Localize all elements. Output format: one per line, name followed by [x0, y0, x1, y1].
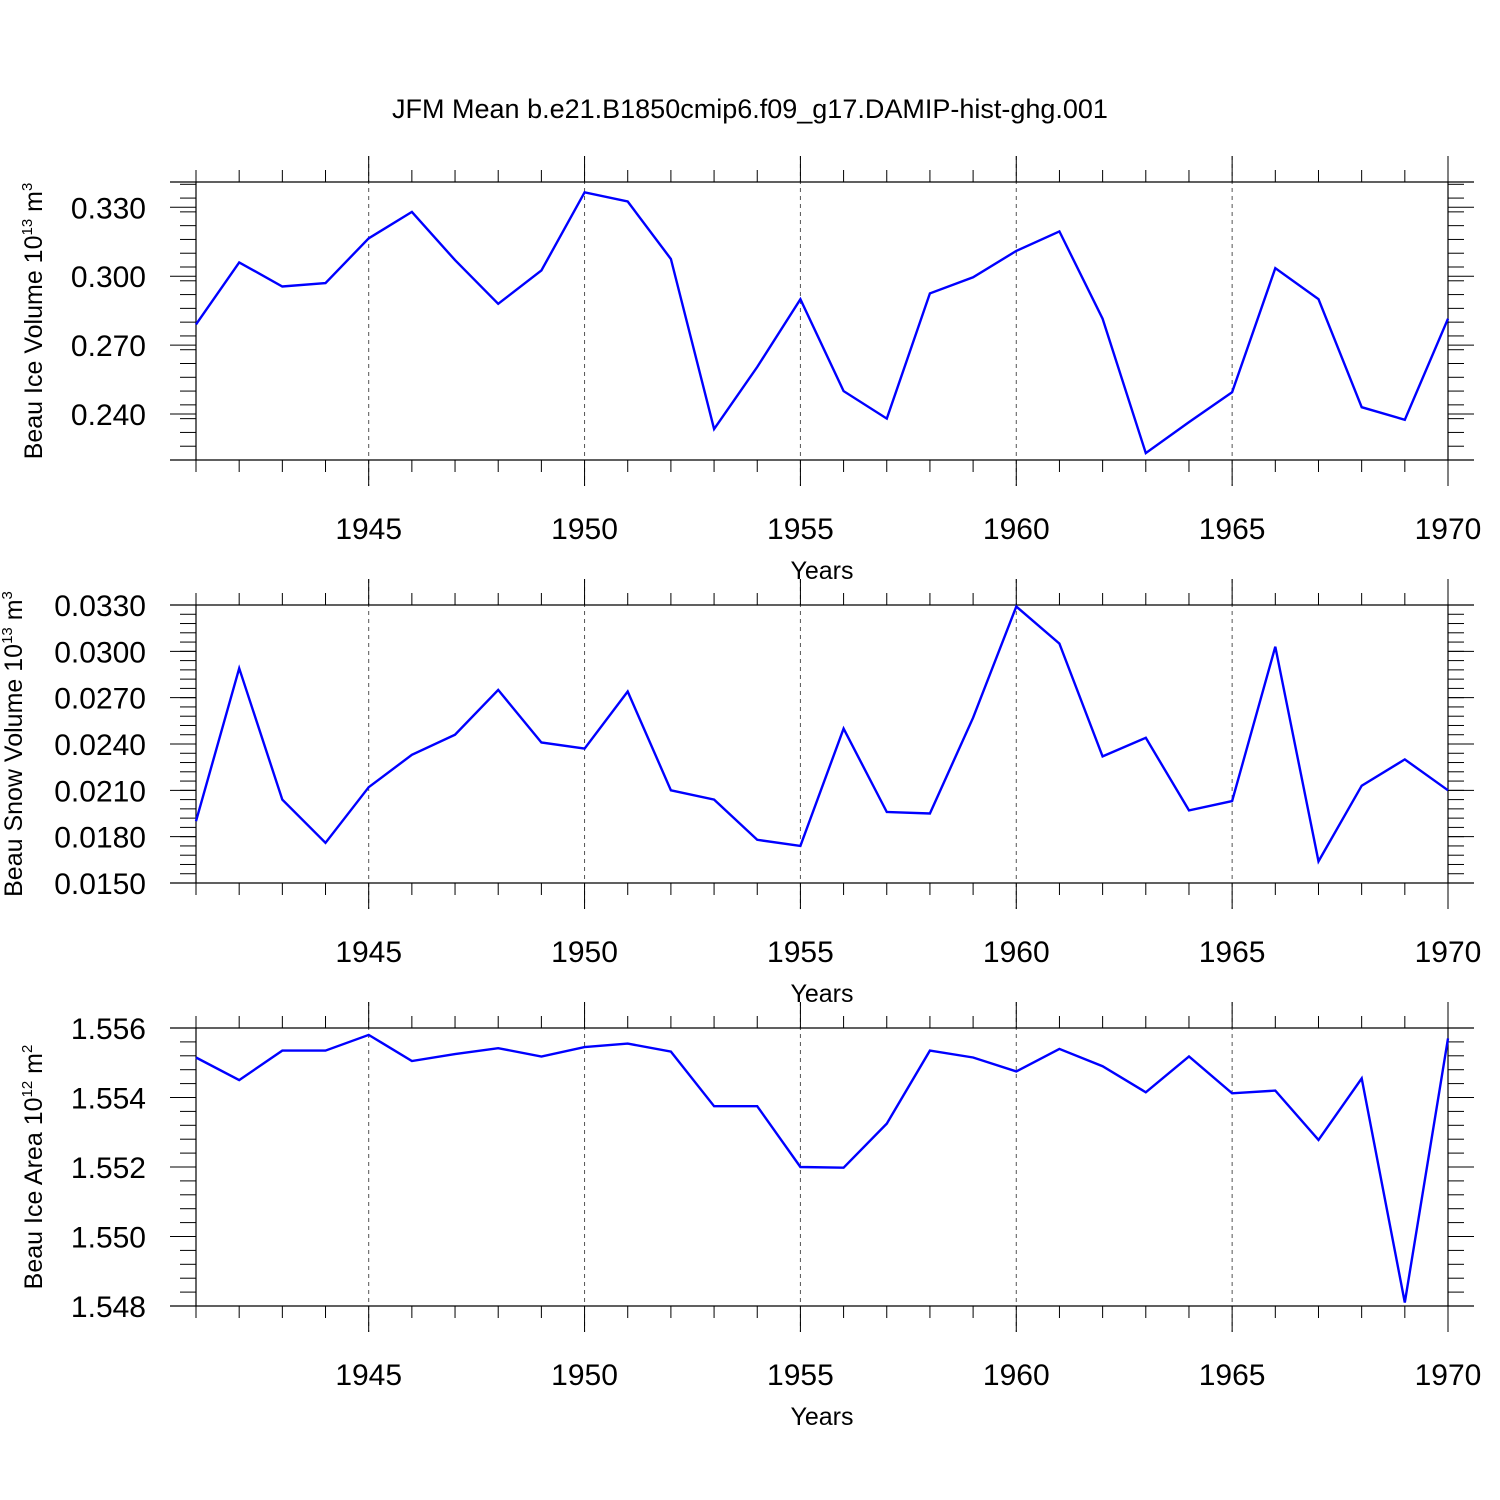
y-tick-label: 0.330: [71, 192, 146, 225]
x-tick-label: 1970: [1415, 1359, 1482, 1392]
x-tick-label: 1970: [1415, 513, 1482, 546]
x-tick-label: 1955: [767, 936, 834, 969]
y-tick-label: 0.240: [71, 399, 146, 432]
y-tick-label: 0.0210: [54, 775, 146, 808]
y-tick-label: 0.300: [71, 261, 146, 294]
x-tick-label: 1960: [983, 936, 1050, 969]
y-axis-label: Beau Ice Area 1012 m2: [19, 1045, 48, 1290]
y-tick-label: 1.552: [71, 1152, 146, 1185]
x-tick-label: 1945: [335, 513, 402, 546]
x-tick-label: 1965: [1199, 936, 1266, 969]
panel-2: 0.0150 0.0180 0.0210 0.0240 0.0270 0.0300 0.03…: [0, 579, 1481, 1008]
y-tick-label: 1.554: [71, 1083, 146, 1116]
y-axis-label: Beau Snow Volume 1013 m3: [0, 591, 28, 897]
y-tick-label: 0.0240: [54, 729, 146, 762]
x-tick-label: 1960: [983, 513, 1050, 546]
y-tick-label: 0.0270: [54, 683, 146, 716]
y-tick-label: 1.556: [71, 1013, 146, 1046]
x-tick-label: 1960: [983, 1359, 1050, 1392]
x-tick-label: 1965: [1199, 1359, 1266, 1392]
y-axis-label: Beau Ice Volume 1013 m3: [19, 183, 48, 460]
x-tick-label: 1950: [551, 936, 618, 969]
x-tick-label: 1945: [335, 1359, 402, 1392]
x-axis-label: Years: [790, 980, 853, 1008]
panel-3: 1.548 1.550 1.552 1.554 1.556 1945 1950 1955 196…: [19, 1002, 1481, 1431]
y-tick-label: 0.0330: [54, 590, 146, 623]
y-tick-label: 0.0300: [54, 636, 146, 669]
x-tick-label: 1965: [1199, 513, 1266, 546]
y-tick-label: 1.550: [71, 1222, 146, 1255]
series-line: [195, 1033, 1450, 1303]
figure-title: JFM Mean b.e21.B1850cmip6.f09_g17.DAMIP-…: [392, 94, 1108, 124]
x-tick-label: 1955: [767, 1359, 834, 1392]
y-tick-label: 0.0150: [54, 868, 146, 901]
y-tick-label: 0.270: [71, 330, 146, 363]
y-tick-label: 0.0180: [54, 822, 146, 855]
series-line: [194, 604, 1449, 865]
x-axis-label: Years: [790, 1403, 853, 1431]
x-tick-label: 1950: [551, 513, 618, 546]
x-tick-label: 1955: [767, 513, 834, 546]
panels: 0.240 0.270 0.300 0.330 1945 1950 1955 1960 1965…: [0, 156, 1481, 1431]
y-tick-label: 1.548: [71, 1291, 146, 1324]
x-tick-label: 1970: [1415, 936, 1482, 969]
series-line: [195, 190, 1450, 456]
panel-1: 0.240 0.270 0.300 0.330 1945 1950 1955 1960 1965…: [19, 156, 1481, 585]
x-tick-label: 1950: [551, 1359, 618, 1392]
x-axis-label: Years: [790, 557, 853, 585]
x-tick-label: 1945: [335, 936, 402, 969]
